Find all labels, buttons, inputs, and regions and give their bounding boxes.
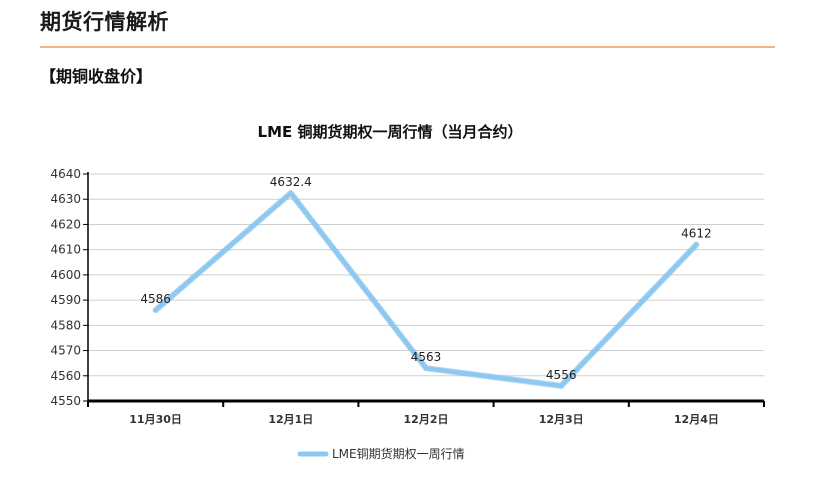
y-tick-label: 4550 <box>50 394 81 408</box>
y-tick-label: 4570 <box>50 344 81 358</box>
data-label: 4556 <box>546 368 577 382</box>
x-tick-label: 12月3日 <box>539 413 584 426</box>
y-tick-label: 4610 <box>50 243 81 257</box>
y-tick-labels: 4550 4560 4570 4580 4590 4600 4610 4620 4630 4640 <box>50 167 81 408</box>
y-tick-label: 4560 <box>50 369 81 383</box>
gridlines <box>88 173 764 377</box>
y-tick-label: 4580 <box>50 318 81 332</box>
data-point <box>694 242 699 247</box>
title-divider <box>40 46 775 48</box>
data-label: 4586 <box>140 292 171 306</box>
chart-title: LME 铜期货期权一周行情（当月合约） <box>258 123 523 141</box>
series-lines <box>152 190 700 389</box>
data-label: 4632.4 <box>270 175 312 189</box>
y-tick-label: 4630 <box>50 192 81 206</box>
data-labels: 4586 4632.4 4563 4556 4612 <box>140 175 711 382</box>
data-point <box>424 366 428 371</box>
legend: LME铜期货期权一周行情 <box>297 446 465 461</box>
y-tick-label: 4590 <box>50 293 81 307</box>
legend-label: LME铜期货期权一周行情 <box>332 446 465 461</box>
y-tick-label: 4640 <box>50 167 81 181</box>
x-tick-label: 12月4日 <box>674 413 719 426</box>
y-tick-label: 4600 <box>50 268 81 282</box>
x-tick-label: 12月1日 <box>268 413 313 426</box>
x-tick-labels: 11月30日 12月1日 12月2日 12月3日 12月4日 <box>129 413 719 426</box>
x-tick-label: 11月30日 <box>129 413 182 426</box>
data-point <box>559 383 564 388</box>
data-label: 4563 <box>411 350 442 364</box>
section-heading: 【期铜收盘价】 <box>40 67 153 86</box>
page-title: 期货行情解析 <box>40 10 169 34</box>
x-tick-label: 12月2日 <box>404 413 449 426</box>
data-label: 4612 <box>681 227 712 241</box>
data-point <box>153 308 158 313</box>
data-point <box>288 191 293 196</box>
axes <box>83 172 765 407</box>
y-tick-label: 4620 <box>50 217 81 231</box>
